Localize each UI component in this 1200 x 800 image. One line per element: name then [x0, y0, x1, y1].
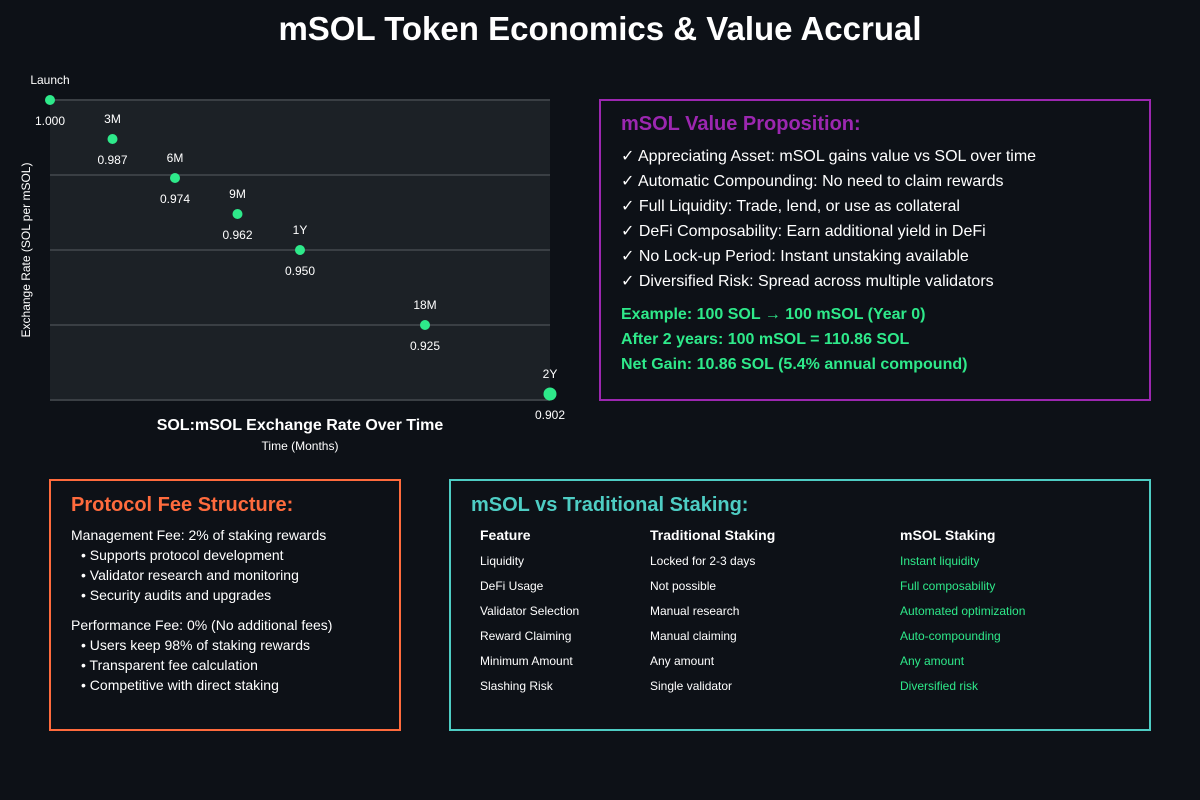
x-axis-label: Time (Months) [262, 439, 339, 453]
table-cell-msol: Full composability [900, 579, 996, 593]
fee-bullet: • Transparent fee calculation [81, 657, 258, 673]
data-point [420, 320, 430, 330]
table-cell-msol: Diversified risk [900, 679, 979, 693]
table-cell-traditional: Any amount [650, 654, 715, 668]
table-cell-traditional: Manual research [650, 604, 740, 618]
table-cell-traditional: Manual claiming [650, 629, 737, 643]
table-cell-feature: Minimum Amount [480, 654, 573, 668]
value-item: ✓ Full Liquidity: Trade, lend, or use as… [621, 198, 960, 215]
chart-title: SOL:mSOL Exchange Rate Over Time [157, 417, 444, 434]
table-cell-msol: Instant liquidity [900, 554, 980, 568]
fee-bullet: • Validator research and monitoring [81, 567, 299, 583]
value-item: ✓ Diversified Risk: Spread across multip… [621, 273, 994, 290]
header-msol: mSOL Staking [900, 527, 996, 543]
value-proposition-title: mSOL Value Proposition: [621, 113, 861, 135]
page-title: mSOL Token Economics & Value Accrual [278, 10, 922, 47]
data-point [170, 173, 180, 183]
value-proposition-panel: mSOL Value Proposition: ✓ Appreciating A… [599, 99, 1151, 401]
point-value-label: 0.925 [410, 339, 440, 353]
table-cell-feature: DeFi Usage [480, 579, 544, 593]
fee-structure-title: Protocol Fee Structure: [71, 494, 294, 516]
fee-bullet: • Security audits and upgrades [81, 587, 272, 603]
exchange-rate-chart: Launch 1.000 3M 0.987 6M 0.974 9M 0.962 1Y 0.950 1… [19, 73, 565, 453]
point-time-label: 2Y [543, 367, 558, 381]
table-cell-feature: Validator Selection [480, 604, 580, 618]
value-item: ✓ Appreciating Asset: mSOL gains value v… [621, 148, 1037, 165]
point-time-label: 6M [167, 151, 184, 165]
value-item: ✓ No Lock-up Period: Instant unstaking a… [621, 248, 969, 265]
data-point [543, 387, 557, 401]
example-line: After 2 years: 100 mSOL = 110.86 SOL [621, 331, 910, 348]
y-axis-label: Exchange Rate (SOL per mSOL) [19, 163, 33, 338]
table-cell-msol: Automated optimization [900, 604, 1026, 618]
table-cell-feature: Reward Claiming [480, 629, 572, 643]
point-time-label: 18M [413, 298, 436, 312]
table-cell-msol: Any amount [900, 654, 965, 668]
value-item: ✓ Automatic Compounding: No need to clai… [621, 173, 1004, 190]
point-value-label: 0.902 [535, 408, 565, 422]
point-value-label: 0.950 [285, 264, 315, 278]
table-cell-traditional: Single validator [650, 679, 733, 693]
header-feature: Feature [480, 527, 531, 543]
data-point [295, 245, 305, 255]
data-point [45, 95, 55, 105]
comparison-panel: mSOL vs Traditional Staking: Feature Tra… [449, 479, 1151, 731]
example-line: Net Gain: 10.86 SOL (5.4% annual compoun… [621, 356, 968, 373]
table-cell-feature: Liquidity [480, 554, 525, 568]
fee-bullet: • Supports protocol development [81, 547, 284, 563]
table-cell-msol: Auto-compounding [900, 629, 1001, 643]
example-line: Example: 100 SOL → 100 mSOL (Year 0) [621, 306, 926, 323]
management-fee: Management Fee: 2% of staking rewards [71, 527, 327, 543]
point-time-label: 1Y [293, 223, 308, 237]
table-cell-traditional: Locked for 2-3 days [650, 554, 756, 568]
table-cell-feature: Slashing Risk [480, 679, 553, 693]
comparison-title: mSOL vs Traditional Staking: [471, 494, 749, 516]
point-time-label: 3M [104, 112, 121, 126]
performance-fee: Performance Fee: 0% (No additional fees) [71, 617, 333, 633]
value-item: ✓ DeFi Composability: Earn additional yi… [621, 223, 986, 240]
fee-structure-panel: Protocol Fee Structure: Management Fee: … [49, 479, 401, 731]
fee-bullet: • Users keep 98% of staking rewards [81, 637, 311, 653]
data-points: Launch 1.000 3M 0.987 6M 0.974 9M 0.962 1Y 0.950 1… [30, 73, 565, 422]
header-traditional: Traditional Staking [650, 527, 776, 543]
table-cell-traditional: Not possible [650, 579, 717, 593]
data-point [107, 134, 118, 144]
point-value-label: 0.987 [97, 153, 127, 167]
data-point [232, 209, 243, 219]
point-value-label: 1.000 [35, 114, 65, 128]
point-time-label: 9M [229, 187, 246, 201]
fee-bullet: • Competitive with direct staking [81, 677, 279, 693]
point-value-label: 0.974 [160, 192, 190, 206]
point-time-label: Launch [30, 73, 69, 87]
point-value-label: 0.962 [222, 228, 252, 242]
